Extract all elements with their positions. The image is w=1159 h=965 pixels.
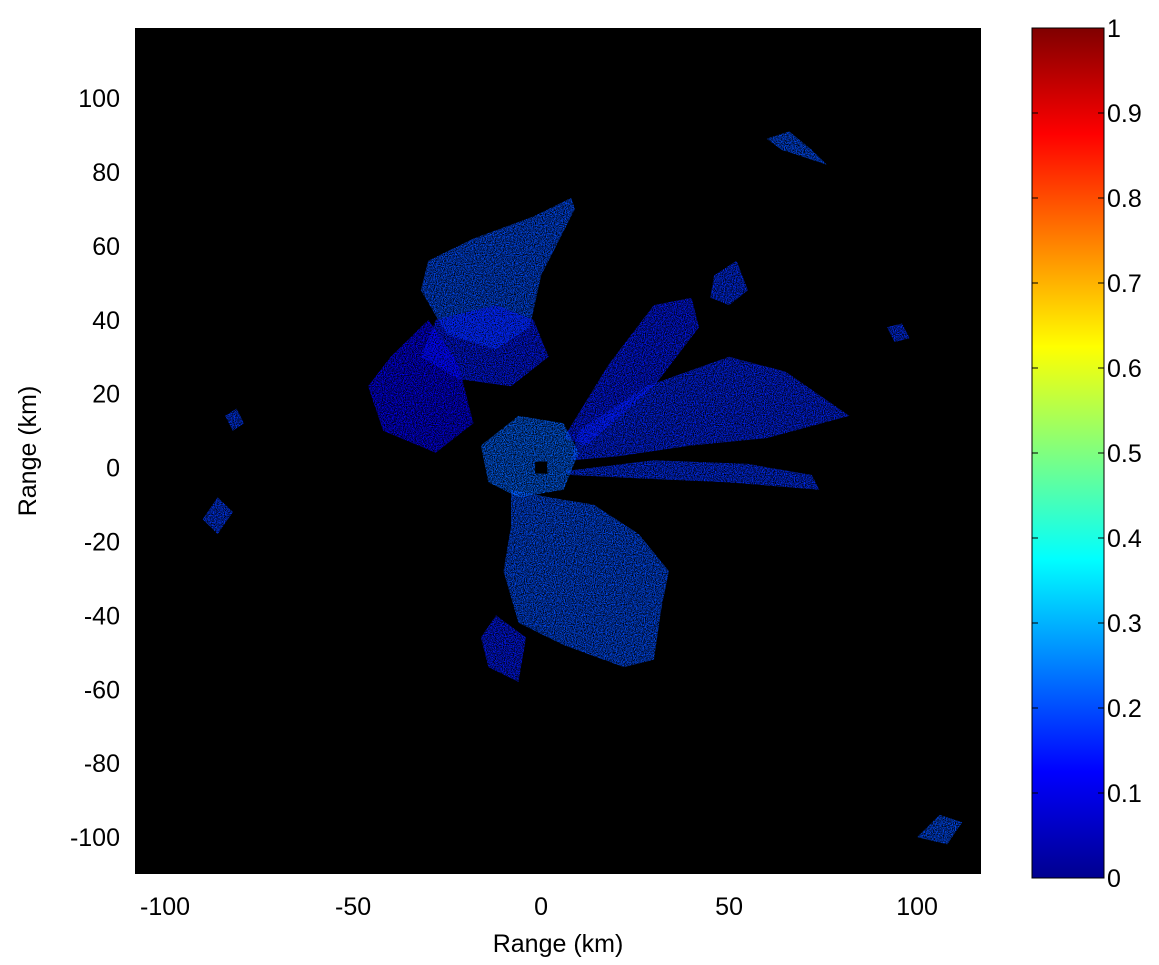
y-tick-label: 40 [92,307,120,335]
colorbar-tick-label: 1 [1107,15,1121,43]
echo-region [225,408,244,431]
echo-region [571,356,850,461]
y-tick-label: -40 [84,602,120,630]
radar-center-mark [535,461,548,474]
x-tick-label: -100 [140,893,190,921]
colorbar-ticks: 0 0.1 0.2 0.3 0.4 0.5 0.6 0.7 0.8 0.9 1 [1032,15,1142,893]
x-axis-ticks: -100 -50 0 50 100 [140,868,938,921]
x-tick-label: 100 [896,893,938,921]
colorbar-tick-label: 0.2 [1107,695,1142,723]
y-tick-label: 100 [78,85,120,113]
colorbar-tick-label: 0.1 [1107,780,1142,808]
colorbar-tick-label: 0.5 [1107,440,1142,468]
echo-region [887,323,910,342]
colorbar [1031,27,1105,879]
echo-region [420,197,575,350]
echo-region [503,489,669,668]
echo-region [563,297,699,446]
y-tick-label: 60 [92,233,120,261]
colorbar-tick-label: 0.7 [1107,270,1142,298]
radar-echoes [202,131,963,845]
y-tick-label: -80 [84,750,120,778]
y-axis-ticks: -100 -80 -60 -40 -20 0 20 40 60 80 100 [70,85,981,852]
echo-region [480,415,579,498]
colorbar-tick-label: 0.9 [1107,100,1142,128]
x-tick-label: 50 [715,893,743,921]
y-tick-label: 80 [92,159,120,187]
echo-region [710,260,748,306]
echo-region [917,814,963,845]
colorbar-tick-label: 0.8 [1107,185,1142,213]
colorbar-tick-label: 0.3 [1107,610,1142,638]
x-tick-label: -50 [335,893,371,921]
echo-region [202,497,233,535]
colorbar-tick-label: 0 [1107,865,1121,893]
echo-region [766,131,827,165]
y-tick-label: 20 [92,381,120,409]
echo-region [563,460,820,490]
x-tick-label: 0 [534,893,548,921]
y-tick-label: -20 [84,529,120,557]
y-axis-label: Range (km) [14,386,42,517]
x-axis-label: Range (km) [493,930,624,958]
y-tick-label: 0 [106,455,120,483]
colorbar-tick-label: 0.6 [1107,355,1142,383]
echo-region [480,615,526,682]
echo-region [368,319,474,453]
y-tick-label: -60 [84,676,120,704]
colorbar-tick-label: 0.4 [1107,525,1142,553]
y-tick-label: -100 [70,824,120,852]
